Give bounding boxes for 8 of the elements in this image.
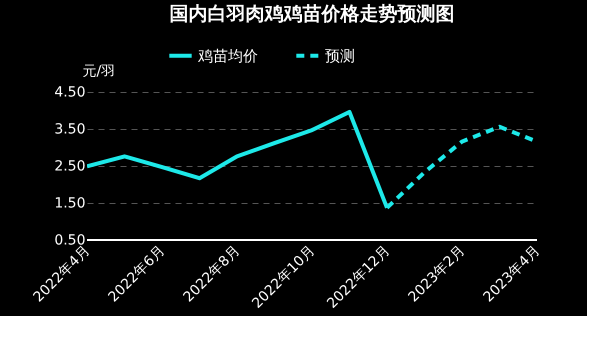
chart-title: 国内白羽肉鸡鸡苗价格走势预测图 xyxy=(170,3,454,25)
y-tick-label: 1.50 xyxy=(54,196,86,212)
y-axis-title: 元/羽 xyxy=(82,64,116,80)
legend-label: 预测 xyxy=(325,46,355,65)
y-tick-label: 3.50 xyxy=(54,122,86,138)
y-tick-label: 4.50 xyxy=(54,84,86,100)
y-tick-label: 2.50 xyxy=(54,158,86,174)
legend-label: 鸡苗均价 xyxy=(197,46,258,65)
